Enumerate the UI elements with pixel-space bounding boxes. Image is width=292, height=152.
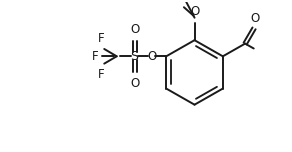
Text: O: O: [130, 77, 139, 90]
Text: F: F: [92, 50, 99, 63]
Text: S: S: [131, 50, 138, 63]
Text: F: F: [98, 32, 105, 45]
Text: O: O: [148, 50, 157, 63]
Text: F: F: [98, 68, 105, 81]
Text: O: O: [251, 12, 260, 25]
Text: O: O: [130, 23, 139, 36]
Text: O: O: [190, 5, 199, 18]
